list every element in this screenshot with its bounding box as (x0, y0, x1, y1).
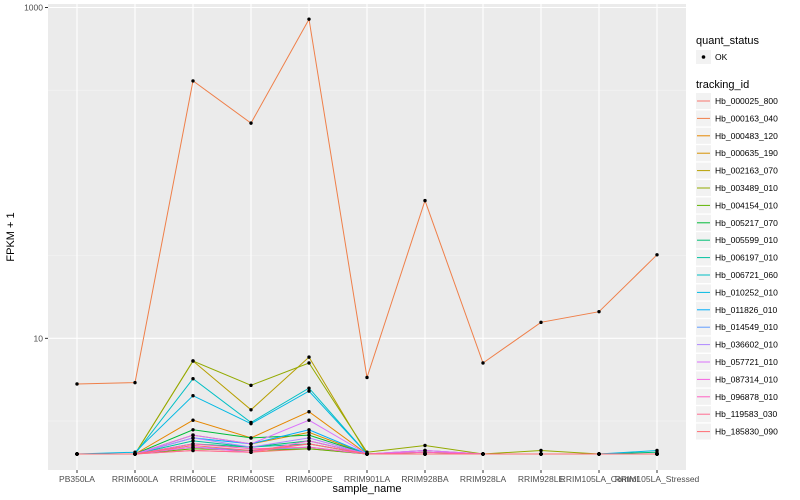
data-point-Hb_087314_010 (307, 439, 311, 443)
data-point-Hb_185830_090 (539, 452, 543, 456)
legend-label: OK (715, 52, 728, 62)
data-point-Hb_000483_120 (191, 418, 195, 422)
data-point-Hb_185830_090 (307, 442, 311, 446)
data-point-Hb_036602_010 (191, 436, 195, 440)
legend-label: Hb_006197_010 (715, 253, 778, 263)
data-point-Hb_003489_010 (191, 359, 195, 363)
data-point-Hb_119583_030 (191, 448, 195, 453)
data-point-Hb_185830_090 (75, 452, 79, 456)
data-point-Hb_000163_040 (191, 79, 195, 83)
data-point-Hb_185830_090 (655, 452, 659, 456)
legend-label: Hb_003489_010 (715, 183, 778, 193)
legend-label: Hb_096878_010 (715, 392, 778, 402)
data-point-Hb_002163_070 (249, 408, 253, 412)
data-point-Hb_185830_090 (249, 448, 253, 453)
data-point-Hb_010252_010 (307, 389, 311, 393)
data-point-Hb_000163_040 (481, 361, 485, 365)
data-point-Hb_185830_090 (597, 452, 601, 456)
legend-label: Hb_000635_190 (715, 148, 778, 158)
data-point-Hb_011826_010 (307, 428, 311, 432)
data-point-Hb_000635_190 (307, 430, 311, 435)
data-point-Hb_096878_010 (307, 445, 311, 449)
legend-label: Hb_036602_010 (715, 340, 778, 350)
data-points (75, 17, 659, 456)
legend: quant_status OK tracking_id Hb_000025_800 Hb… (696, 35, 778, 440)
data-point-Hb_000163_040 (365, 375, 369, 380)
legend-label: Hb_119583_030 (715, 409, 778, 419)
data-point-Hb_010252_010 (249, 421, 253, 426)
x-tick-label: RRIM928LE (518, 474, 565, 484)
data-point-Hb_003489_010 (423, 443, 427, 448)
legend-label: Hb_000025_800 (715, 96, 778, 106)
legend-label: Hb_087314_010 (715, 374, 778, 384)
data-point-Hb_000163_040 (133, 380, 137, 385)
data-point-Hb_005217_070 (249, 436, 253, 440)
x-tick-label: RRIM600SE (227, 474, 275, 484)
data-point-Hb_000163_040 (249, 121, 253, 125)
x-tick-label: PB350LA (59, 474, 95, 484)
data-point-Hb_000163_040 (655, 253, 659, 257)
x-tick-label: RRIM928LA (460, 474, 507, 484)
legend-label: Hb_005599_010 (715, 235, 778, 245)
data-point-Hb_057721_010 (307, 418, 311, 422)
legend-label: Hb_004154_010 (715, 200, 778, 210)
legend-label: Hb_185830_090 (715, 427, 778, 437)
legend-label: Hb_011826_010 (715, 305, 778, 315)
legend-title-quant-status: quant_status (696, 35, 759, 47)
data-point-Hb_185830_090 (423, 452, 427, 456)
x-axis-title: sample_name (332, 483, 401, 495)
data-point-Hb_006721_060 (191, 377, 195, 381)
data-point-Hb_000163_040 (75, 382, 79, 386)
data-point-Hb_005217_070 (307, 433, 311, 437)
x-tick-label: RRIM928BA (401, 474, 449, 484)
data-point-Hb_000163_040 (423, 198, 427, 203)
x-tick-label: RRIM600LE (170, 474, 217, 484)
x-tick-label: RRIM105LA_Control (560, 474, 639, 484)
data-point-Hb_000163_040 (597, 309, 601, 314)
legend-label: Hb_000163_040 (715, 113, 778, 123)
x-tick-label: RRIM901LA (344, 474, 391, 484)
data-point-Hb_006197_010 (191, 439, 195, 443)
data-point-Hb_057721_010 (249, 442, 253, 446)
data-point-Hb_003489_010 (539, 448, 543, 453)
y-tick-label: 1000 (24, 3, 43, 13)
y-tick-label: 10 (34, 333, 44, 343)
legend-label: Hb_002163_070 (715, 166, 778, 176)
x-tick-label: RRIM600PE (285, 474, 333, 484)
data-point-Hb_185830_090 (365, 452, 369, 456)
legend-key-point (701, 55, 706, 59)
legend-label: Hb_005217_070 (715, 218, 778, 228)
data-point-Hb_003489_010 (307, 361, 311, 365)
data-point-Hb_010252_010 (655, 448, 659, 453)
data-point-Hb_000163_040 (539, 320, 543, 325)
data-point-Hb_002163_070 (307, 355, 311, 359)
data-point-Hb_185830_090 (133, 452, 137, 456)
data-point-Hb_185830_090 (481, 452, 485, 456)
legend-label: Hb_010252_010 (715, 287, 778, 297)
y-axis-title: FPKM + 1 (5, 212, 17, 261)
legend-label: Hb_006721_060 (715, 270, 778, 280)
data-point-Hb_005217_070 (191, 428, 195, 432)
legend-label: Hb_057721_010 (715, 357, 778, 367)
x-tick-label: RRIM600LA (112, 474, 159, 484)
data-point-Hb_057721_010 (191, 433, 195, 437)
data-point-Hb_000483_120 (307, 410, 311, 414)
legend-label: Hb_014549_010 (715, 322, 778, 332)
legend-label: Hb_000483_120 (715, 131, 778, 141)
data-point-Hb_003489_010 (249, 383, 253, 388)
data-point-Hb_010252_010 (191, 394, 195, 398)
data-point-Hb_006721_060 (307, 386, 311, 390)
x-tick-label: RRIM105LA_Stressed (615, 474, 700, 484)
data-point-Hb_000163_040 (307, 17, 311, 21)
data-point-Hb_036602_010 (307, 436, 311, 440)
data-point-Hb_185830_090 (191, 443, 195, 448)
legend-title-tracking-id: tracking_id (696, 79, 749, 91)
axes: 10 1000 PB350LA RRIM600LA RRIM600LE RRIM600SE… (24, 3, 699, 484)
